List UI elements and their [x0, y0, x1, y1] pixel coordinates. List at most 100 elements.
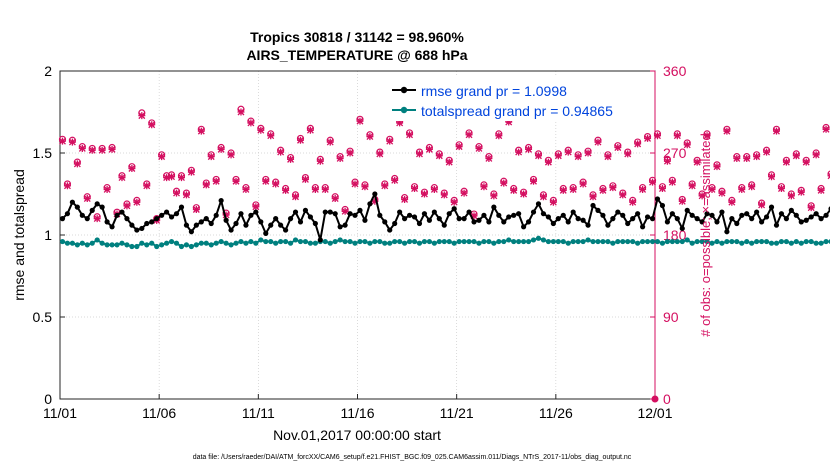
- obs-assimilated-point: [277, 148, 285, 156]
- obs-assimilated-point: [525, 145, 533, 153]
- y-left-tick-label: 2: [44, 63, 52, 79]
- totalspread-point: [610, 240, 616, 246]
- rmse-point: [312, 220, 318, 227]
- totalspread-point: [501, 238, 507, 245]
- totalspread-point: [461, 238, 467, 245]
- totalspread-point: [674, 238, 680, 245]
- rmse-point: [411, 214, 418, 220]
- obs-assimilated-point: [430, 185, 438, 193]
- totalspread-point: [59, 238, 66, 245]
- totalspread-point: [149, 240, 155, 246]
- rmse-point: [679, 225, 685, 232]
- obs-assimilated-point: [406, 131, 414, 139]
- totalspread-point: [625, 238, 631, 245]
- totalspread-point: [168, 238, 175, 245]
- obs-assimilated-point: [495, 132, 503, 140]
- chart-title-line1: Tropics 30818 / 31142 = 98.960%: [250, 29, 464, 45]
- obs-assimilated-point: [683, 141, 691, 149]
- obs-assimilated-point: [624, 150, 632, 158]
- rmse-point: [387, 227, 393, 233]
- rmse-point: [268, 222, 274, 228]
- totalspread-point: [347, 238, 353, 245]
- x-axis: 11/01 11/06 11/11 11/16 11/21 11/26 12/01: [43, 394, 673, 421]
- totalspread-point: [570, 238, 576, 245]
- obs-assimilated-point: [634, 140, 642, 148]
- rmse-point: [630, 216, 636, 222]
- rmse-point: [446, 211, 452, 217]
- totalspread-point: [679, 238, 685, 245]
- rmse-point: [456, 216, 462, 222]
- totalspread-point: [99, 240, 105, 246]
- totalspread-point: [545, 238, 551, 245]
- totalspread-point: [198, 240, 204, 246]
- rmse-point: [397, 209, 403, 215]
- rmse-point: [114, 212, 120, 218]
- totalspread-point: [327, 240, 333, 246]
- rmse-point: [203, 216, 209, 222]
- rmse-point: [625, 220, 631, 227]
- obs-assimilated-point: [435, 152, 443, 160]
- rmse-point: [704, 211, 710, 217]
- rmse-point: [436, 216, 442, 222]
- obs-assimilated-point: [420, 190, 428, 198]
- obs-assimilated-point: [58, 137, 66, 145]
- totalspread-point: [139, 240, 145, 246]
- rmse-point: [595, 207, 601, 213]
- rmse-point: [575, 216, 581, 222]
- obs-assimilated-point: [411, 185, 419, 193]
- y-left-tick-label: 1.5: [33, 145, 53, 161]
- obs-assimilated-point: [163, 174, 171, 182]
- obs-assimilated-point: [470, 212, 478, 220]
- obs-assimilated-point: [629, 198, 637, 206]
- obs-assimilated-point: [802, 158, 810, 166]
- x-tick-label: 11/16: [341, 405, 375, 421]
- totalspread-point: [178, 243, 185, 250]
- obs-assimilated-point: [73, 160, 81, 168]
- rmse-point: [392, 220, 398, 227]
- totalspread-point: [694, 238, 700, 245]
- rmse-point: [441, 222, 447, 228]
- totalspread-point: [268, 238, 274, 245]
- rmse-point: [168, 214, 175, 220]
- rmse-point: [664, 219, 670, 225]
- rmse-point: [506, 214, 512, 220]
- totalspread-point: [605, 238, 611, 245]
- rmse-point: [516, 211, 522, 217]
- rmse-point: [278, 222, 284, 228]
- totalspread-point: [119, 240, 125, 246]
- rmse-point: [357, 207, 363, 213]
- rmse-point: [570, 209, 576, 215]
- totalspread-point: [362, 238, 368, 245]
- obs-assimilated-point: [698, 192, 706, 200]
- obs-assimilated-point: [450, 198, 458, 206]
- totalspread-point: [243, 240, 249, 246]
- rmse-point: [149, 219, 155, 225]
- obs-assimilated-point: [658, 185, 666, 193]
- rmse-point: [684, 207, 690, 213]
- obs-assimilated-point: [133, 198, 141, 206]
- totalspread-point: [635, 240, 641, 246]
- totalspread-point: [426, 238, 432, 245]
- rmse-point: [173, 211, 180, 217]
- totalspread-point: [332, 238, 338, 245]
- legend: rmse grand pr = 1.0998 totalspread grand…: [388, 76, 650, 121]
- obs-assimilated-point: [768, 173, 776, 181]
- totalspread-point: [218, 238, 224, 245]
- obs-assimilated-point: [376, 150, 384, 158]
- obs-assimilated-point: [485, 154, 493, 162]
- totalspread-point: [154, 243, 160, 250]
- rmse-point: [754, 209, 760, 215]
- obs-assimilated-point: [708, 185, 716, 193]
- rmse-point: [347, 211, 353, 217]
- totalspread-point: [436, 238, 442, 245]
- rmse-point: [178, 204, 185, 210]
- totalspread-point: [406, 238, 413, 245]
- obs-assimilated-point: [396, 119, 404, 127]
- x-tick-label: 11/06: [142, 405, 176, 421]
- obs-assimilated-point: [232, 177, 240, 185]
- totalspread-point: [446, 238, 452, 245]
- totalspread-point: [248, 238, 254, 245]
- totalspread-point: [203, 240, 209, 246]
- series-rmse: [59, 191, 830, 243]
- obs-assimilated-point: [311, 185, 319, 193]
